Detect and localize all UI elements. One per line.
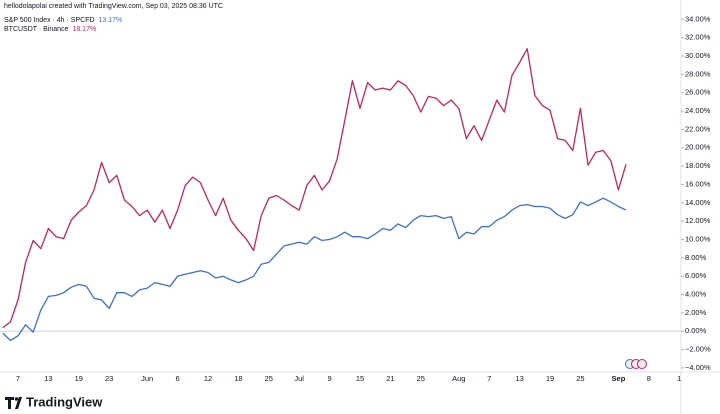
y-tick-label: 18.00% bbox=[685, 161, 711, 170]
y-tick-label: 24.00% bbox=[685, 106, 711, 115]
y-tick-label: 22.00% bbox=[685, 124, 711, 133]
legend-name: BTCUSDT · Binance bbox=[4, 26, 69, 33]
y-tick-label: 26.00% bbox=[685, 88, 711, 97]
series-line bbox=[2, 197, 627, 342]
y-tick-label: 6.00% bbox=[685, 271, 707, 280]
logo-icon bbox=[5, 397, 22, 409]
legend-value: 13.17% bbox=[99, 17, 123, 24]
x-tick-label: 13 bbox=[44, 374, 52, 383]
x-tick-label: 21 bbox=[386, 374, 394, 383]
x-tick-label: 8 bbox=[647, 374, 651, 383]
x-tick-label: 25 bbox=[576, 374, 584, 383]
y-tick-label: −4.00% bbox=[685, 363, 711, 372]
x-tick-label: 6 bbox=[176, 374, 180, 383]
y-tick-label: 4.00% bbox=[685, 290, 707, 299]
y-tick-label: 32.00% bbox=[685, 33, 711, 42]
y-tick-label: 14.00% bbox=[685, 198, 711, 207]
y-tick-label: 2.00% bbox=[685, 308, 707, 317]
x-tick-label: 18 bbox=[234, 374, 242, 383]
y-tick-label: 0.00% bbox=[685, 326, 707, 335]
y-tick-label: 16.00% bbox=[685, 179, 711, 188]
x-tick-label: 25 bbox=[265, 374, 273, 383]
x-tick-label: 7 bbox=[487, 374, 491, 383]
y-tick-label: 28.00% bbox=[685, 69, 711, 78]
event-icon bbox=[637, 359, 647, 369]
footer-brand: TradingView bbox=[26, 394, 103, 409]
x-tick-label: 25 bbox=[417, 374, 425, 383]
x-tick-label: Sep bbox=[612, 374, 626, 383]
y-tick-label: 8.00% bbox=[685, 253, 707, 262]
x-tick-label: 1 bbox=[677, 374, 681, 383]
x-tick-label: 15 bbox=[356, 374, 364, 383]
legend-name: S&P 500 Index · 4h · SPCFD bbox=[4, 17, 95, 24]
y-tick-label: 30.00% bbox=[685, 51, 711, 60]
x-tick-label: 7 bbox=[16, 374, 20, 383]
x-tick-label: 19 bbox=[75, 374, 83, 383]
x-tick-label: 19 bbox=[546, 374, 554, 383]
legend-value: 18.17% bbox=[72, 26, 96, 33]
header-text: hellodolapolai created with TradingView.… bbox=[4, 3, 223, 10]
y-tick-label: 34.00% bbox=[685, 14, 711, 23]
event-markers bbox=[625, 359, 647, 369]
x-tick-label: Jun bbox=[141, 374, 153, 383]
logo-dot bbox=[14, 397, 19, 401]
y-tick-label: 10.00% bbox=[685, 234, 711, 243]
x-tick-label: Jul bbox=[294, 374, 304, 383]
x-tick-label: 13 bbox=[515, 374, 523, 383]
y-tick-label: −2.00% bbox=[685, 345, 711, 354]
x-tick-label: 23 bbox=[105, 374, 113, 383]
y-tick-label: 12.00% bbox=[685, 216, 711, 225]
series-line bbox=[2, 48, 627, 329]
y-tick-label: 20.00% bbox=[685, 143, 711, 152]
x-tick-label: 12 bbox=[204, 374, 212, 383]
x-tick-label: Aug bbox=[452, 374, 465, 383]
footer-logo: TradingView bbox=[5, 394, 103, 409]
x-tick-label: 9 bbox=[328, 374, 332, 383]
